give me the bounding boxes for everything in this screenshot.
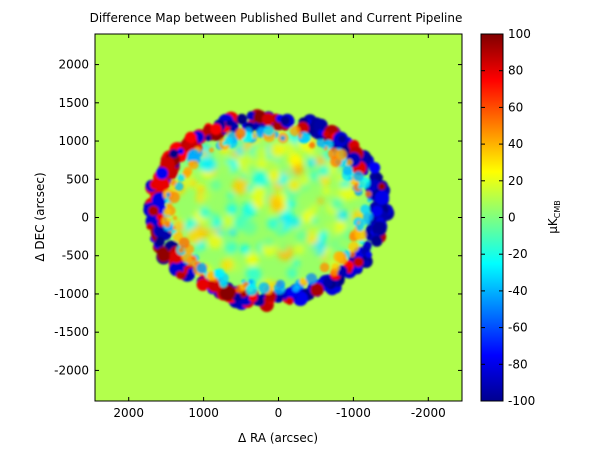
colorbar-label-main: μK bbox=[546, 217, 560, 234]
y-tick-label: -2000 bbox=[54, 363, 89, 377]
y-tick-label: 0 bbox=[81, 211, 89, 225]
x-tick-label: -1000 bbox=[336, 406, 371, 420]
chart-title: Difference Map between Published Bullet … bbox=[90, 11, 463, 25]
x-tick-label: 1000 bbox=[188, 406, 219, 420]
colorbar-tick-label: -100 bbox=[508, 394, 535, 408]
y-tick-label: 500 bbox=[66, 172, 89, 186]
x-tick-label: 0 bbox=[275, 406, 283, 420]
y-tick-label: -1000 bbox=[54, 287, 89, 301]
colorbar-tick-label: -20 bbox=[508, 247, 528, 261]
colorbar-ticks: 100 80 60 40 20 0 -20 -40 -60 -80 -100 bbox=[481, 27, 535, 408]
plot-area bbox=[95, 34, 462, 401]
y-tick-label: 2000 bbox=[58, 58, 89, 72]
heatmap-features bbox=[143, 109, 395, 312]
colorbar-tick-label: 60 bbox=[508, 100, 523, 114]
y-tick-label: 1000 bbox=[58, 134, 89, 148]
y-tick-label: -1500 bbox=[54, 325, 89, 339]
colorbar-label: μKCMB bbox=[546, 200, 562, 234]
y-axis-ticks: 2000 1500 1000 500 0 -500 -1000 -1500 -2000 bbox=[54, 58, 462, 377]
colorbar-tick-label: 80 bbox=[508, 64, 523, 78]
x-axis-ticks: 2000 1000 0 -1000 -2000 bbox=[113, 34, 446, 420]
x-tick-label: 2000 bbox=[113, 406, 144, 420]
feature-rim bbox=[143, 109, 395, 312]
colorbar-tick-label: -80 bbox=[508, 357, 528, 371]
colorbar-tick-label: -60 bbox=[508, 321, 528, 335]
colorbar-label-sub: CMB bbox=[553, 200, 562, 218]
x-tick-label: -2000 bbox=[411, 406, 446, 420]
y-tick-label: 1500 bbox=[58, 96, 89, 110]
y-tick-label: -500 bbox=[62, 249, 89, 263]
colorbar-tick-label: -40 bbox=[508, 284, 528, 298]
colorbar-tick-label: 0 bbox=[508, 211, 516, 225]
colorbar-tick-label: 100 bbox=[508, 27, 531, 41]
colorbar-tick-label: 20 bbox=[508, 174, 523, 188]
colorbar-tick-label: 40 bbox=[508, 137, 523, 151]
y-axis-label: Δ DEC (arcsec) bbox=[33, 172, 47, 261]
x-axis-label: Δ RA (arcsec) bbox=[238, 431, 318, 445]
